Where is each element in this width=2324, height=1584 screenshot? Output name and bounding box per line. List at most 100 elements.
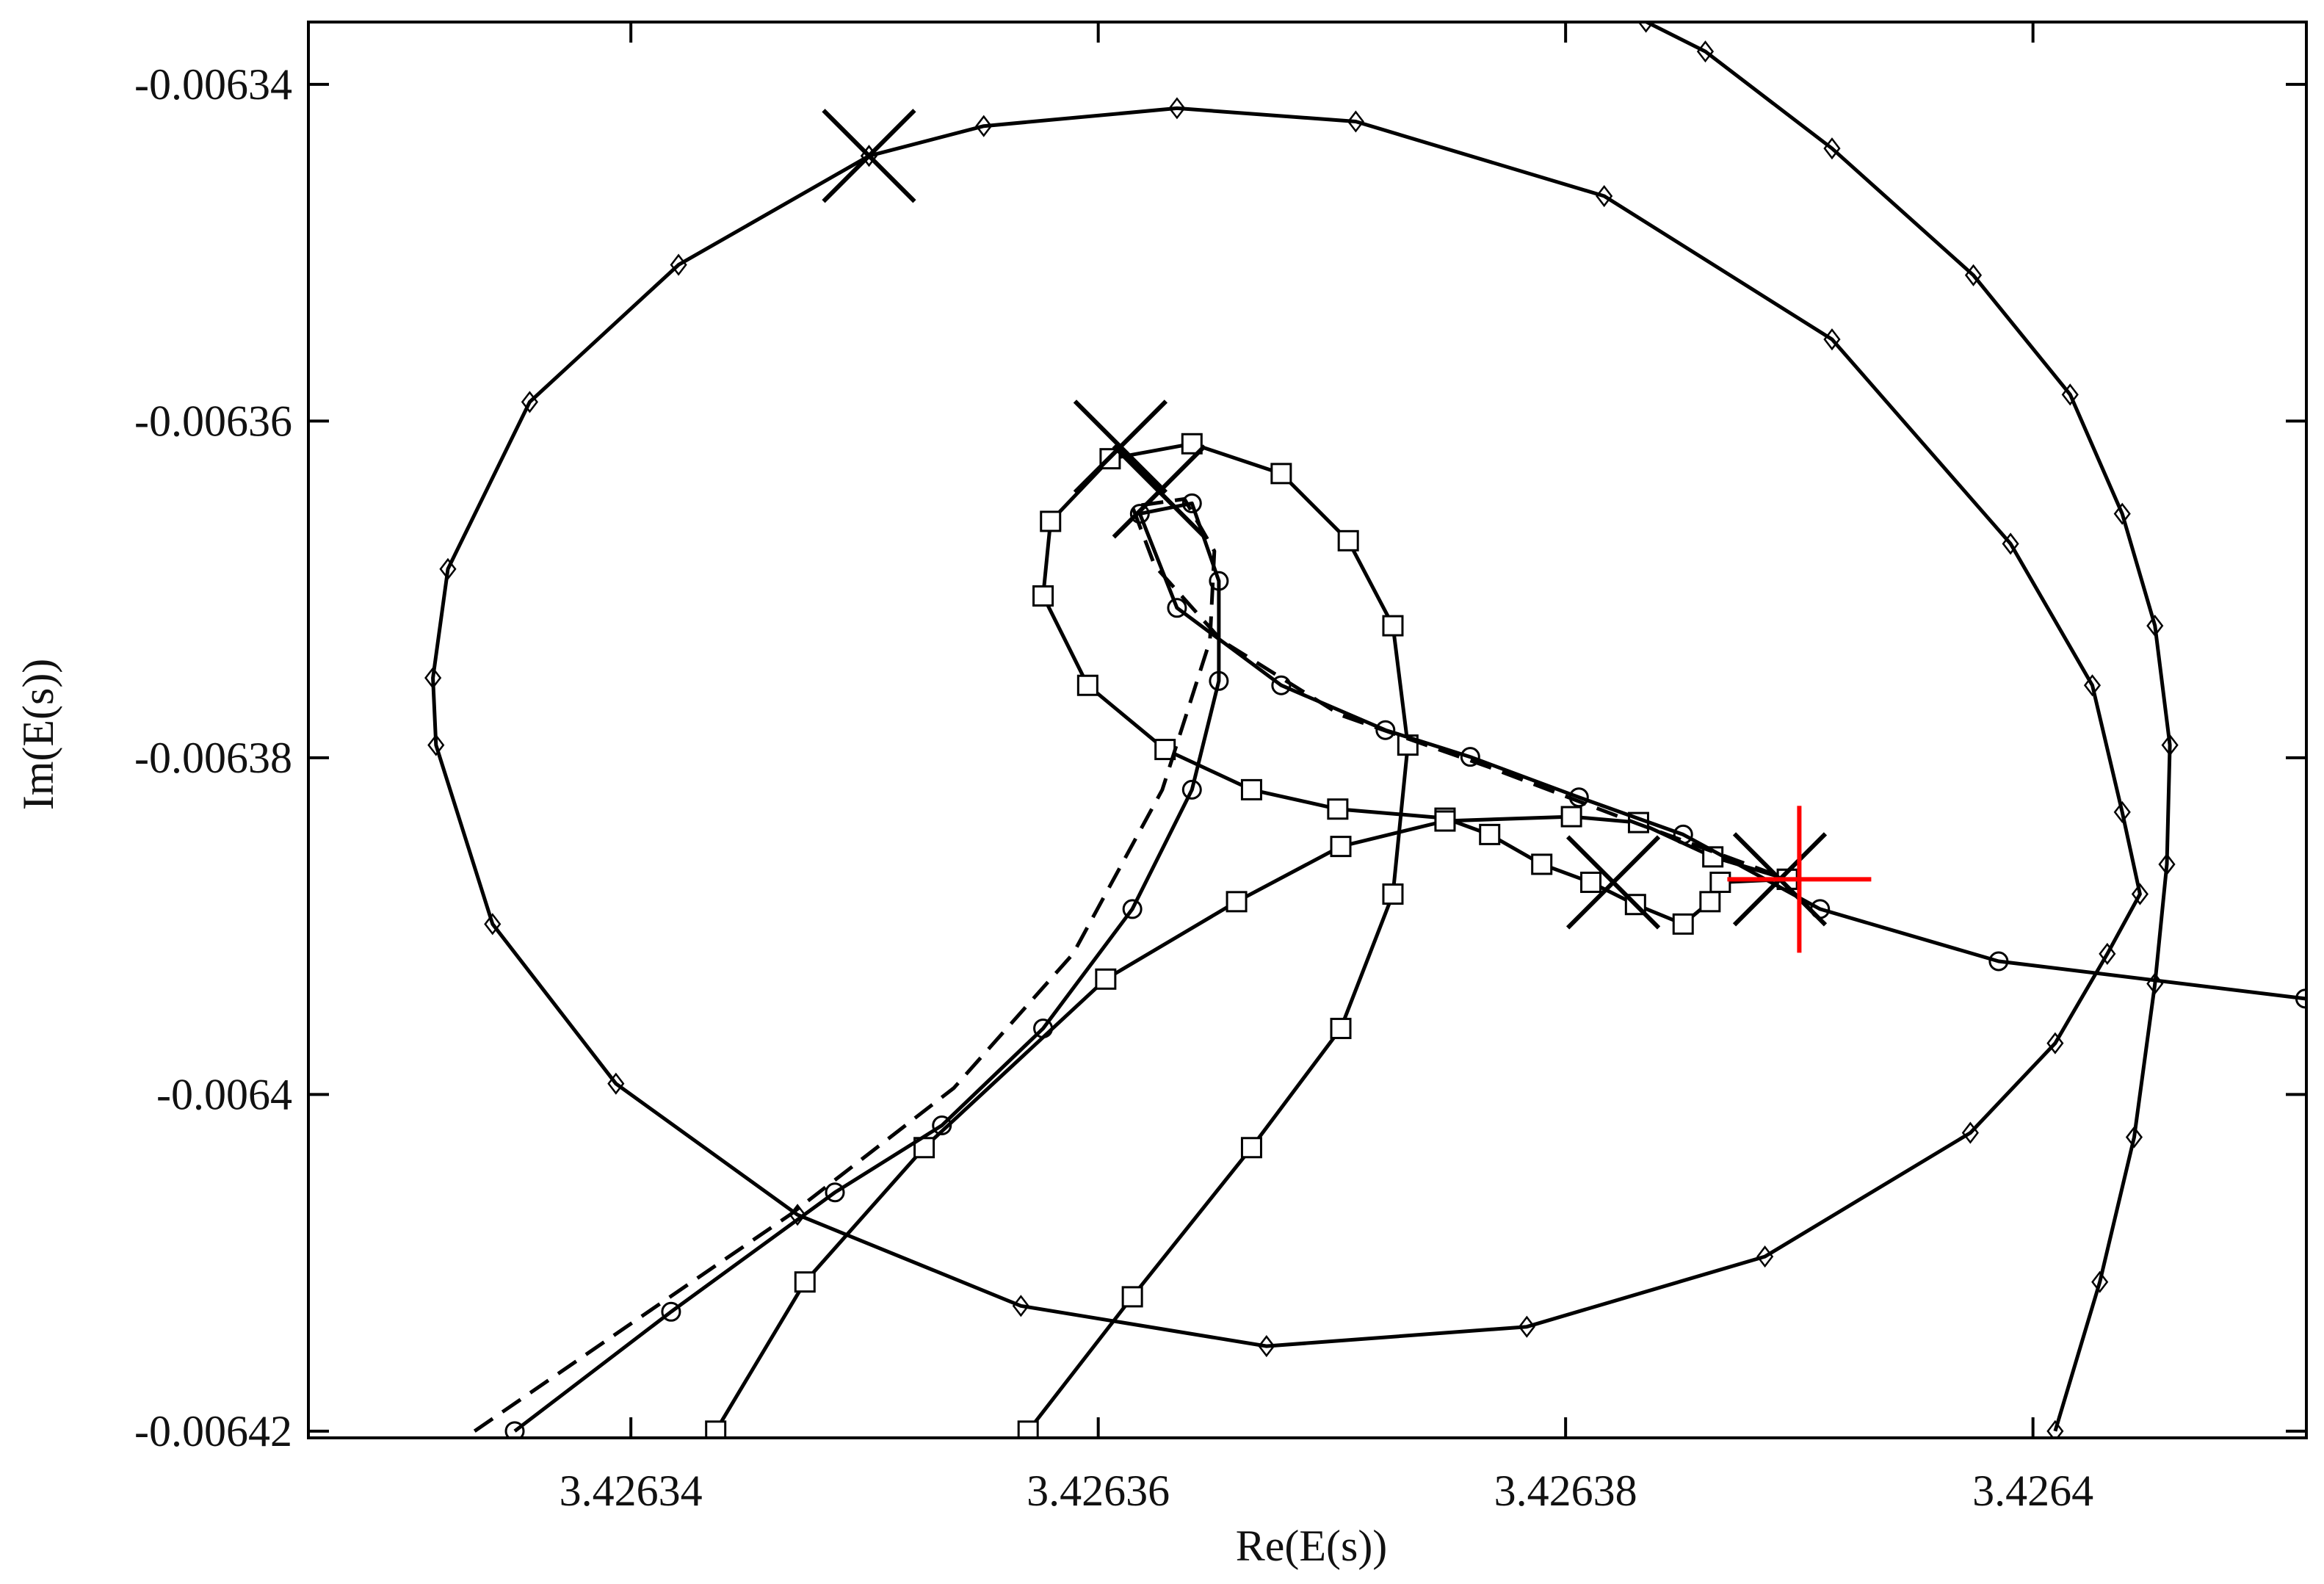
square-marker (1382, 615, 1404, 637)
diamond-marker (2046, 1420, 2064, 1438)
square-marker (1327, 798, 1349, 820)
diamond-marker (1756, 1245, 1774, 1268)
circle-marker (1375, 720, 1396, 740)
x-tick-label: 3.42636 (1027, 1467, 1170, 1515)
circle-marker (1209, 571, 1229, 591)
plot-area (424, 22, 2306, 1438)
y-tick-label: -0.00636 (134, 397, 292, 445)
square-marker (1017, 1420, 1039, 1438)
diamond-marker (424, 667, 442, 690)
square-marker (1709, 871, 1731, 893)
square-marker (1240, 1137, 1262, 1159)
square-marker (1076, 674, 1098, 696)
square-marker (1226, 891, 1248, 913)
square-marker (1531, 853, 1553, 875)
y-tick-label: -0.00642 (134, 1407, 292, 1455)
diamond-marker (2125, 1126, 2143, 1149)
circle-marker (1673, 824, 1693, 845)
square-marker (1434, 810, 1456, 832)
diamond-marker (1012, 1295, 1029, 1317)
square-marker (1240, 778, 1262, 800)
circle-marker (825, 1182, 845, 1203)
diamond-marker (2113, 800, 2131, 823)
y-tick-label: -0.00634 (134, 60, 292, 109)
diamond-marker (521, 391, 538, 413)
x-marker (1112, 444, 1206, 539)
diamond-marker (1823, 137, 1841, 160)
diamond-marker (2061, 383, 2079, 406)
square-marker (1040, 510, 1062, 532)
square-marker (1382, 883, 1404, 905)
diamond-marker (2113, 502, 2131, 525)
plot-frame (307, 21, 2308, 1439)
square-marker (1672, 913, 1694, 935)
circle-marker (1181, 779, 1202, 800)
diamond-marker (1637, 22, 1654, 33)
cross-marker (1727, 806, 1872, 953)
x-marker (1565, 835, 1661, 930)
x-tick-label: 3.42638 (1494, 1467, 1637, 1515)
diamond-marker (1258, 1335, 1275, 1358)
square-marker (1479, 823, 1501, 845)
square-marker (1560, 806, 1582, 828)
circle-marker (1033, 1018, 1054, 1038)
diamond-marker (607, 1072, 625, 1095)
circle-marker (1460, 747, 1480, 767)
diamond-marker (2091, 1270, 2109, 1293)
series-line (513, 501, 2306, 1433)
y-tick-label: -0.0064 (156, 1070, 292, 1118)
diamond-marker (975, 115, 993, 137)
circle-marker (504, 1421, 525, 1438)
x-tick-label: 3.4264 (1972, 1467, 2093, 1515)
diamond-marker (1168, 97, 1186, 120)
circle-marker (1167, 598, 1187, 618)
square-marker (1330, 1017, 1352, 1039)
y-tick-label: -0.00638 (134, 734, 292, 782)
y-axis-title: Im(E(s)) (14, 659, 62, 811)
circle-marker (1181, 493, 1202, 513)
diamond-marker (2046, 1032, 2064, 1055)
square-marker (1121, 1286, 1143, 1308)
diamond-marker (1347, 110, 1364, 133)
x-axis-title: Re(E(s)) (1236, 1522, 1388, 1570)
diamond-marker (439, 557, 457, 580)
diamond-marker (1961, 1121, 1979, 1144)
series-line (1645, 22, 2172, 1432)
series-line (431, 106, 2142, 1348)
square-marker (1330, 836, 1352, 858)
x-marker (822, 109, 916, 203)
diamond-marker (2158, 853, 2176, 875)
square-marker (1032, 585, 1054, 607)
x-tick-label: 3.42634 (560, 1467, 703, 1515)
square-marker (1095, 968, 1117, 990)
diamond-marker (2131, 883, 2149, 905)
circle-marker (1122, 899, 1143, 919)
diamond-marker (670, 253, 687, 276)
square-marker (705, 1420, 727, 1438)
series-line (473, 497, 1789, 1433)
square-marker (1699, 891, 1721, 913)
diamond-marker (1518, 1315, 1535, 1338)
diamond-marker (2083, 674, 2102, 697)
diamond-marker (1696, 40, 1715, 63)
diamond-marker (484, 913, 502, 936)
diamond-marker (1823, 328, 1841, 351)
x-marker (1073, 399, 1168, 494)
circle-marker (1209, 670, 1229, 691)
diamond-marker (2002, 532, 2019, 555)
circle-marker (932, 1115, 952, 1136)
diamond-marker (2161, 734, 2179, 756)
square-marker (1270, 463, 1292, 485)
square-marker (1580, 871, 1602, 893)
diamond-marker (2099, 942, 2116, 965)
diamond-marker (427, 734, 445, 756)
diamond-marker (1964, 264, 1983, 286)
diamond-marker (1596, 184, 1613, 208)
circle-marker (1988, 951, 2009, 972)
square-marker (794, 1271, 816, 1293)
circle-marker (661, 1301, 681, 1322)
diamond-marker (2146, 615, 2164, 637)
square-marker (1337, 529, 1359, 551)
